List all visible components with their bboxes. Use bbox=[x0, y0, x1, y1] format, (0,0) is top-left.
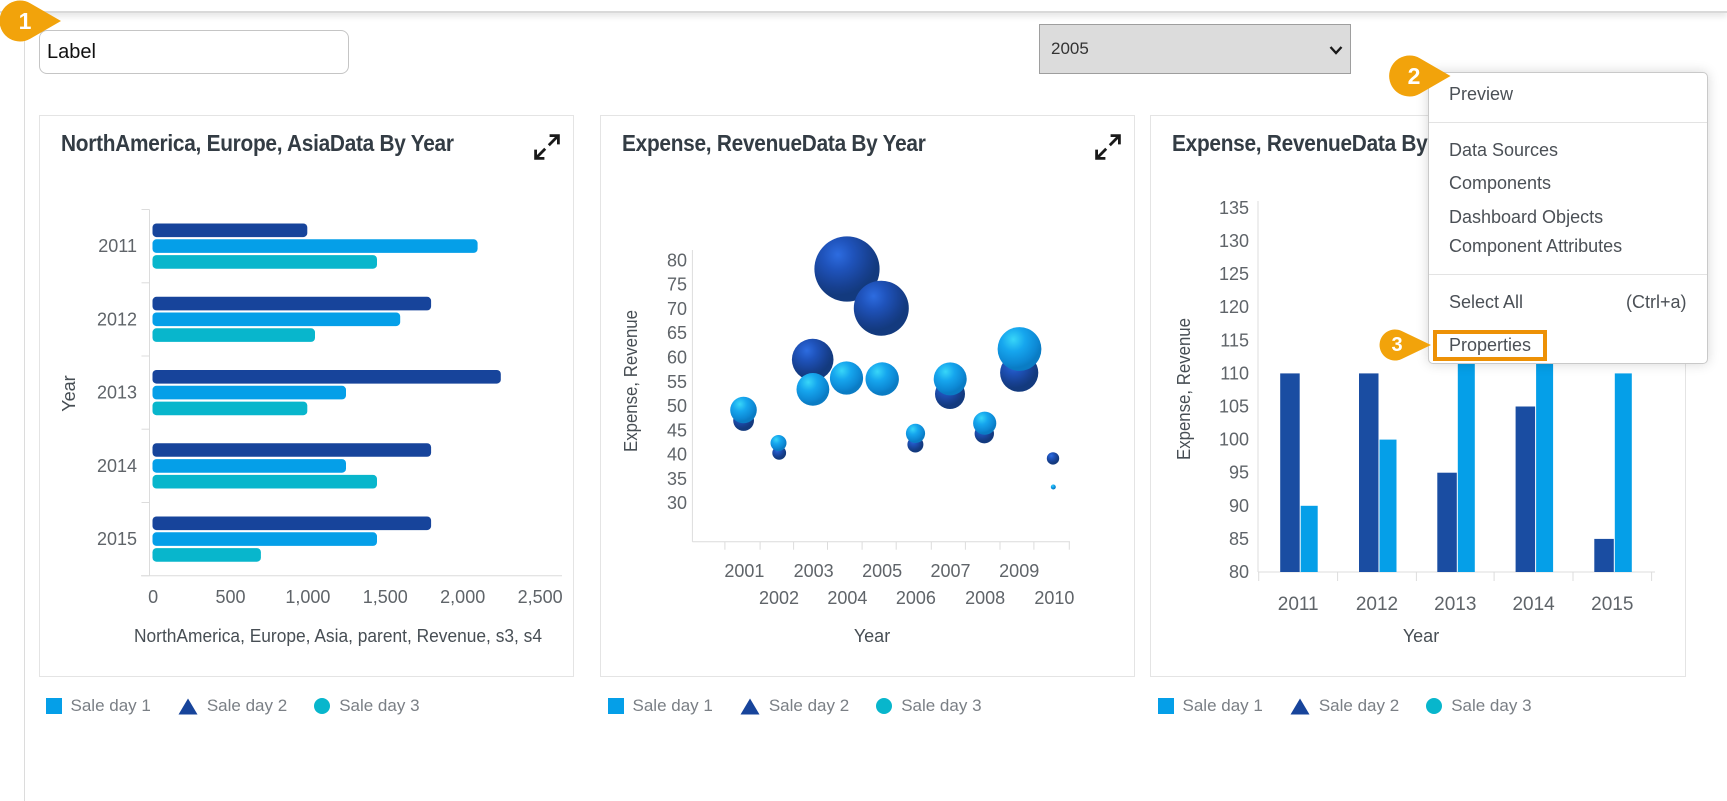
svg-text:2010: 2010 bbox=[1034, 588, 1074, 608]
svg-text:Year: Year bbox=[1403, 626, 1439, 646]
svg-text:120: 120 bbox=[1219, 297, 1249, 317]
svg-text:2008: 2008 bbox=[965, 588, 1005, 608]
svg-text:2005: 2005 bbox=[862, 561, 902, 581]
svg-text:Year: Year bbox=[59, 375, 79, 411]
svg-text:80: 80 bbox=[1229, 562, 1249, 582]
svg-text:2015: 2015 bbox=[1591, 594, 1633, 615]
svg-text:2013: 2013 bbox=[97, 383, 137, 403]
svg-text:2011: 2011 bbox=[1278, 594, 1319, 615]
svg-text:35: 35 bbox=[667, 469, 687, 489]
svg-text:2002: 2002 bbox=[759, 588, 799, 608]
svg-text:135: 135 bbox=[1219, 198, 1249, 218]
svg-text:0: 0 bbox=[148, 587, 158, 607]
svg-text:Expense, Revenue: Expense, Revenue bbox=[621, 310, 641, 452]
svg-text:115: 115 bbox=[1220, 330, 1249, 350]
svg-text:110: 110 bbox=[1220, 363, 1249, 383]
svg-text:500: 500 bbox=[215, 587, 245, 607]
svg-text:80: 80 bbox=[667, 250, 687, 270]
svg-text:90: 90 bbox=[1229, 496, 1249, 516]
svg-text:2,000: 2,000 bbox=[440, 587, 485, 607]
svg-text:95: 95 bbox=[1229, 463, 1249, 483]
svg-text:2003: 2003 bbox=[794, 561, 834, 581]
svg-text:60: 60 bbox=[667, 348, 687, 368]
svg-text:130: 130 bbox=[1219, 231, 1249, 251]
svg-text:70: 70 bbox=[667, 299, 687, 319]
svg-text:2012: 2012 bbox=[97, 309, 137, 329]
svg-text:2015: 2015 bbox=[97, 529, 137, 549]
svg-text:1,000: 1,000 bbox=[285, 587, 330, 607]
svg-text:2006: 2006 bbox=[896, 588, 936, 608]
svg-text:85: 85 bbox=[1229, 529, 1249, 549]
svg-text:55: 55 bbox=[667, 372, 687, 392]
svg-text:2014: 2014 bbox=[97, 456, 137, 476]
svg-text:105: 105 bbox=[1219, 397, 1249, 417]
svg-text:2,500: 2,500 bbox=[518, 587, 563, 607]
svg-text:75: 75 bbox=[667, 275, 687, 295]
svg-text:30: 30 bbox=[667, 493, 687, 513]
svg-text:Year: Year bbox=[854, 626, 890, 646]
svg-text:2001: 2001 bbox=[724, 561, 764, 581]
svg-text:125: 125 bbox=[1219, 264, 1249, 284]
svg-text:45: 45 bbox=[667, 420, 687, 440]
svg-text:2012: 2012 bbox=[1356, 594, 1398, 615]
svg-text:2014: 2014 bbox=[1512, 594, 1555, 615]
svg-text:1,500: 1,500 bbox=[363, 587, 408, 607]
svg-text:2011: 2011 bbox=[98, 236, 137, 256]
svg-text:100: 100 bbox=[1219, 430, 1249, 450]
svg-text:NorthAmerica, Europe, Asia, pa: NorthAmerica, Europe, Asia, parent, Reve… bbox=[134, 626, 542, 646]
svg-text:65: 65 bbox=[667, 323, 687, 343]
svg-text:2004: 2004 bbox=[827, 588, 867, 608]
svg-text:50: 50 bbox=[667, 396, 687, 416]
svg-text:2007: 2007 bbox=[930, 561, 970, 581]
svg-text:2013: 2013 bbox=[1434, 594, 1476, 615]
svg-text:Expense, Revenue: Expense, Revenue bbox=[1174, 318, 1194, 460]
svg-text:40: 40 bbox=[667, 445, 687, 465]
svg-text:2009: 2009 bbox=[999, 561, 1039, 581]
